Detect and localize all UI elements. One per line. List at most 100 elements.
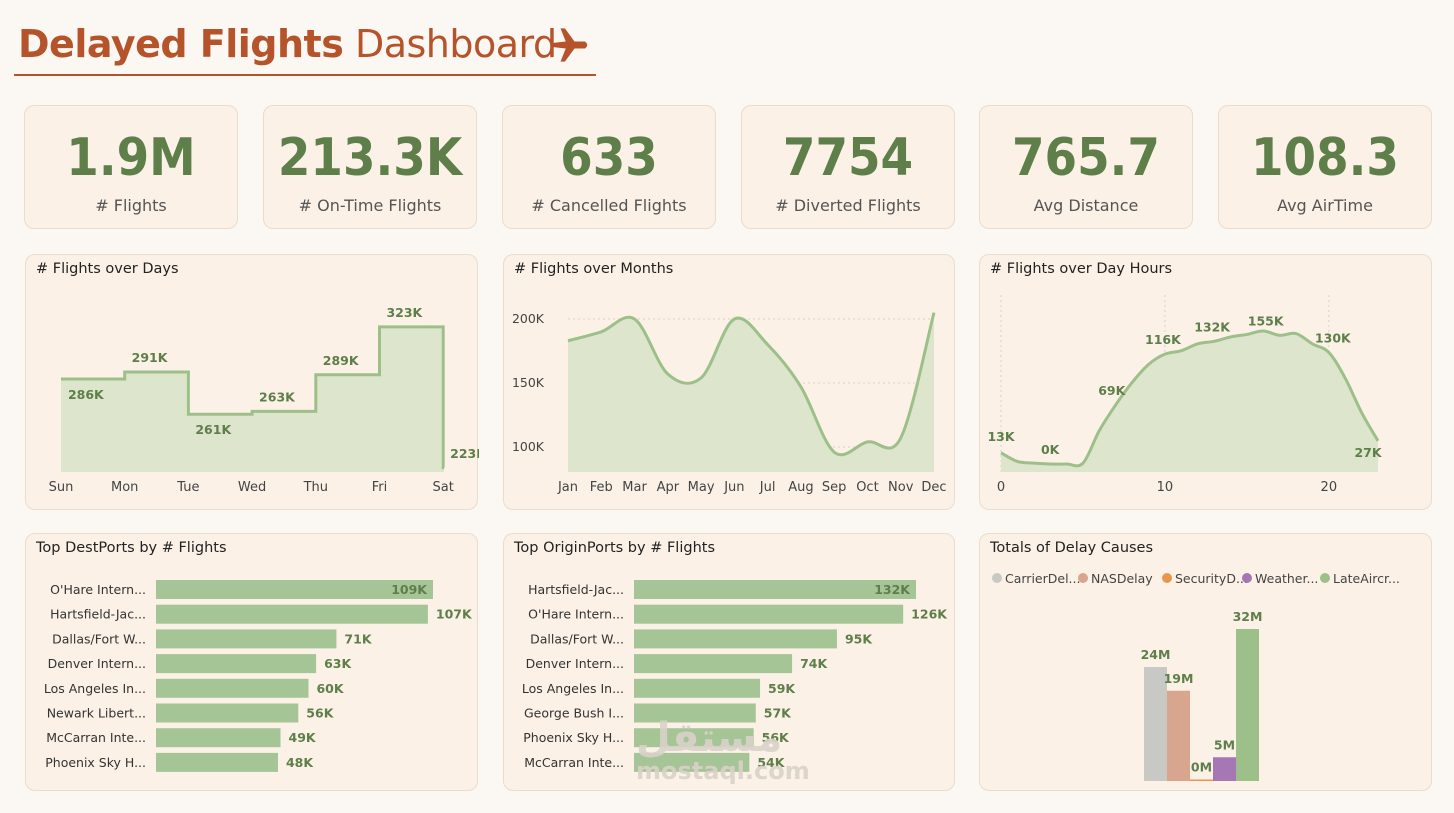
watermark-url: mostaql.com <box>636 757 810 785</box>
chart-top-originports: Top OriginPorts by # Flights Hartsfield-… <box>503 533 955 791</box>
chart-title: # Flights over Months <box>514 261 674 277</box>
kpi-label: # Flights <box>95 196 167 215</box>
title-bar: Delayed Flights Dashboard <box>14 18 596 76</box>
chart-title: Top OriginPorts by # Flights <box>514 540 715 556</box>
x-tick-label: Wed <box>238 480 266 495</box>
bar-category-label: Hartsfield-Jac... <box>50 607 146 622</box>
chart-title: # Flights over Day Hours <box>990 261 1173 277</box>
data-label: 126K <box>911 607 948 622</box>
title-bold: Delayed Flights <box>18 22 344 66</box>
data-label: 116K <box>1145 332 1182 347</box>
data-label: 155K <box>1248 313 1285 328</box>
y-tick-label: 150K <box>512 375 545 390</box>
data-label: 32M <box>1233 609 1263 624</box>
area-fill <box>568 312 934 472</box>
data-label: 19M <box>1164 671 1194 686</box>
bar <box>156 629 337 649</box>
chart-delay-causes: Totals of Delay Causes CarrierDel... NASD… <box>979 533 1432 791</box>
legend-marker <box>1078 573 1088 583</box>
delay-plot: CarrierDel... NASDelay SecurityD... Weather… <box>992 571 1400 781</box>
airplane-icon <box>553 28 588 62</box>
bar-category-label: Denver Intern... <box>526 656 624 671</box>
x-tick-label: Tue <box>176 480 199 495</box>
data-label: 261K <box>195 422 232 437</box>
bar-category-label: O'Hare Intern... <box>528 607 624 622</box>
bar <box>156 728 281 748</box>
x-tick-label: Sun <box>49 480 74 495</box>
watermark-arabic: مستقل <box>636 715 783 761</box>
data-label: 59K <box>768 681 796 696</box>
bar <box>156 703 299 723</box>
kpi-value: 633 <box>560 128 658 188</box>
x-tick-label: Oct <box>856 480 878 495</box>
series-line <box>61 325 445 470</box>
legend-marker <box>1162 573 1172 583</box>
bar-category-label: Phoenix Sky H... <box>523 730 624 745</box>
area-fill <box>1001 330 1378 472</box>
data-label: 289K <box>323 353 360 368</box>
y-tick-label: 200K <box>512 311 545 326</box>
bar <box>634 629 837 649</box>
chart-title: Totals of Delay Causes <box>990 540 1154 556</box>
legend-marker <box>1242 573 1252 583</box>
x-tick-label: 10 <box>1157 480 1174 495</box>
months-plot: 100K 150K 200K Jan Feb Mar Apr May Jun Jul Aug Sep O… <box>512 311 947 495</box>
legend-label: LateAircr... <box>1333 571 1400 586</box>
bar <box>634 678 761 698</box>
legend-label: Weather... <box>1255 571 1318 586</box>
chart-title: # Flights over Days <box>36 261 179 277</box>
bar <box>156 678 309 698</box>
x-tick-label: Thu <box>303 480 328 495</box>
days-plot: 286K Sun 291K Mon 261K Tue 263K Wed 289K Thu 323K F… <box>49 305 479 495</box>
data-label: 107K <box>436 607 473 622</box>
data-label: 56K <box>762 730 790 745</box>
data-label: 74K <box>800 656 828 671</box>
chart-top-destports: Top DestPorts by # Flights O'Hare Intern… <box>25 533 478 791</box>
kpi-flights: 1.9M # Flights <box>24 105 238 229</box>
data-label: 56K <box>306 706 334 721</box>
bar <box>634 728 754 748</box>
data-label: 54K <box>757 755 785 770</box>
origin-plot: Hartsfield-Jac... 132K O'Hare Intern... 126… <box>522 580 948 772</box>
legend-marker <box>992 573 1002 583</box>
x-tick-label: Jan <box>557 480 578 495</box>
bar-category-label: McCarran Inte... <box>524 755 624 770</box>
kpi-label: # On-Time Flights <box>298 196 442 215</box>
series-line <box>567 312 936 457</box>
data-label: 0M <box>1191 760 1212 775</box>
kpi-label: Avg AirTime <box>1277 196 1373 215</box>
legend-label: CarrierDel... <box>1005 571 1080 586</box>
bar <box>634 604 904 624</box>
chart-flights-over-months: # Flights over Months 100K 150K 200K Jan Feb… <box>503 254 955 510</box>
data-label: 48K <box>286 755 314 770</box>
hours-plot: 0 10 20 13K 0K 69K 116K 132K 155K 130K 27K <box>987 295 1383 495</box>
bar-category-label: Newark Libert... <box>47 706 146 721</box>
bar <box>156 752 278 772</box>
x-tick-label: Sep <box>822 480 847 495</box>
data-label: 24M <box>1141 647 1171 662</box>
legend-label: SecurityD... <box>1175 571 1248 586</box>
data-label: 291K <box>132 350 169 365</box>
bar-category-label: O'Hare Intern... <box>50 582 146 597</box>
x-tick-label: Feb <box>590 480 613 495</box>
x-tick-label: Mar <box>622 480 647 495</box>
bar <box>156 604 428 624</box>
bar <box>1236 629 1259 781</box>
x-tick-label: Apr <box>657 480 680 495</box>
chart-flights-over-days: # Flights over Days 286K Sun 291K Mon 261K Tu… <box>25 254 479 510</box>
data-label: 49K <box>289 730 317 745</box>
kpi-value: 7754 <box>782 128 914 188</box>
x-tick-label: 20 <box>1321 480 1338 495</box>
data-label: 130K <box>1315 330 1352 345</box>
bar-category-label: McCarran Inte... <box>46 730 146 745</box>
bar <box>156 580 433 599</box>
kpi-label: # Cancelled Flights <box>531 196 687 215</box>
bar-category-label: Denver Intern... <box>48 656 146 671</box>
bar-category-label: Dallas/Fort W... <box>52 631 146 646</box>
data-label: 69K <box>1098 383 1126 398</box>
data-label: 27K <box>1354 445 1382 460</box>
kpi-avg-distance: 765.7 Avg Distance <box>979 105 1193 229</box>
x-tick-label: May <box>688 480 715 495</box>
title-light: Dashboard <box>354 22 557 66</box>
data-label: 63K <box>324 656 352 671</box>
